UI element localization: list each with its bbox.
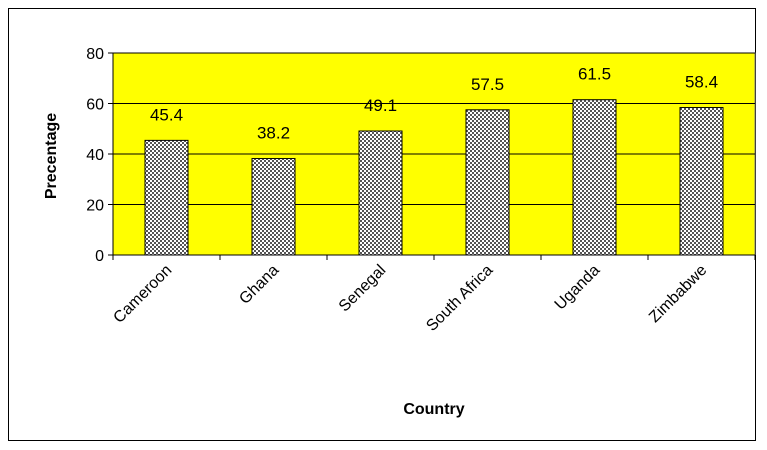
data-label: 61.5 — [578, 65, 611, 84]
y-tick-label: 20 — [86, 198, 104, 215]
data-label: 45.4 — [150, 105, 183, 124]
x-tick-label: South Africa — [423, 262, 496, 335]
x-tick-label: Cameroon — [110, 262, 175, 327]
x-axis-title: Country — [403, 401, 464, 418]
data-labels: 45.4 38.2 49.1 57.5 61.5 58.4 — [150, 65, 718, 143]
bar-ghana — [251, 158, 296, 256]
y-axis-title: Precentage — [43, 113, 60, 199]
bar-cameroon — [144, 139, 189, 256]
y-tick-label: 40 — [86, 147, 104, 164]
data-label: 58.4 — [685, 73, 718, 92]
x-tick-label: Ghana — [236, 262, 282, 308]
bar-uganda — [572, 99, 617, 256]
bar-senegal — [358, 130, 403, 256]
y-tick-label: 0 — [95, 248, 104, 265]
y-tick-label: 80 — [86, 46, 104, 63]
data-label: 38.2 — [257, 124, 290, 143]
y-tick-label: 60 — [86, 97, 104, 114]
data-label: 57.5 — [471, 75, 504, 94]
x-tick-label: Zimbabwe — [646, 262, 710, 326]
x-tick-label: Senegal — [336, 262, 390, 316]
data-label: 49.1 — [364, 96, 397, 115]
bar-south-africa — [465, 109, 510, 256]
x-axis-ticks: Cameroon Ghana Senegal South Africa Uganda Zi… — [110, 255, 756, 335]
y-axis-ticks: 0 20 40 60 80 — [86, 46, 113, 265]
bar-zimbabwe — [679, 107, 724, 256]
bars — [144, 99, 724, 256]
x-tick-label: Uganda — [552, 262, 604, 314]
